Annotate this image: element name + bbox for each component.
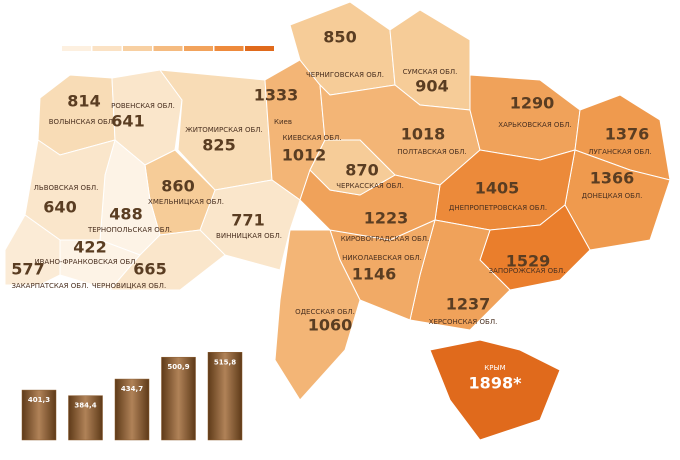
legend-swatch <box>184 46 213 51</box>
region <box>429 339 561 441</box>
region-name: ЧЕРНИГОВСКАЯ ОБЛ. <box>306 71 384 79</box>
region-value: 850 <box>323 28 356 47</box>
region-name: ТЕРНОПОЛЬСКАЯ ОБЛ. <box>87 226 172 234</box>
region-name: ДНЕПРОПЕТРОВСКАЯ ОБЛ. <box>449 204 547 212</box>
bar <box>21 389 57 441</box>
region-name: ЗАПОРОЖСКАЯ ОБЛ. <box>489 267 566 275</box>
region-value: 1018 <box>401 125 446 144</box>
region-value: 641 <box>111 112 144 131</box>
region-name: ПОЛТАВСКАЯ ОБЛ. <box>397 148 466 156</box>
legend-swatch <box>214 46 244 51</box>
region-name: Киев <box>274 118 292 126</box>
region-value: 1366 <box>590 169 635 188</box>
region-value: 488 <box>109 205 142 224</box>
region-value: 1333 <box>254 86 299 105</box>
region-name: СУМСКАЯ ОБЛ. <box>403 68 458 76</box>
region <box>309 139 396 196</box>
region-value: 1898* <box>469 374 523 393</box>
region-name: ЗАКАРПАТСКАЯ ОБЛ. <box>11 282 88 290</box>
region-name: ИВАНО-ФРАНКОВСКАЯ ОБЛ. <box>34 258 137 266</box>
region-name: ЧЕРНОВИЦКАЯ ОБЛ. <box>92 282 166 290</box>
region-name: КИЕВСКАЯ ОБЛ. <box>283 134 342 142</box>
region-name: ЛУГАНСКАЯ ОБЛ. <box>588 148 651 156</box>
region <box>469 74 581 161</box>
region-name: ЛЬВОВСКАЯ ОБЛ. <box>34 184 99 192</box>
bar-label: 384,4 <box>74 402 96 410</box>
region-name: КИРОВОГРАДСКАЯ ОБЛ. <box>341 235 430 243</box>
regions <box>4 1 671 441</box>
region-value: 814 <box>67 92 100 111</box>
region-value: 1376 <box>605 125 650 144</box>
labels: 814 ВОЛЫНСКАЯ ОБЛ.641 РОВЕНСКАЯ ОБЛ. 825 ЖИТ… <box>11 28 651 393</box>
region-value: 1060 <box>308 316 353 335</box>
region-value: 422 <box>73 238 106 257</box>
region-value: 1012 <box>282 146 327 165</box>
region-name: ОДЕССКАЯ ОБЛ. <box>295 308 355 316</box>
bar-label: 515,8 <box>214 358 236 366</box>
region <box>274 229 361 401</box>
region-name: ВИННИЦКАЯ ОБЛ. <box>216 232 282 240</box>
region-value: 904 <box>415 77 448 96</box>
region-name: ХМЕЛЬНИЦКАЯ ОБЛ. <box>148 198 224 206</box>
legend-swatch <box>245 46 274 51</box>
region-value: 870 <box>345 161 378 180</box>
bar-label: 434,7 <box>121 385 143 393</box>
region-value: 665 <box>133 260 166 279</box>
region-name: ХАРЬКОВСКАЯ ОБЛ. <box>498 121 571 129</box>
region-value: 577 <box>11 260 44 279</box>
region-name: ЧЕРКАССКАЯ ОБЛ. <box>336 182 404 190</box>
bar-label: 500,9 <box>167 363 189 371</box>
bar <box>161 356 196 441</box>
bar <box>68 395 103 441</box>
bar <box>114 378 150 441</box>
region-name: КРЫМ <box>484 364 505 372</box>
region-value: 1146 <box>352 265 397 284</box>
region <box>108 229 226 291</box>
region-value: 1290 <box>510 94 555 113</box>
legend-swatch <box>62 46 91 51</box>
region-name: НИКОЛАЕВСКАЯ ОБЛ. <box>342 254 422 262</box>
legend-swatch <box>123 46 152 51</box>
region-value: 771 <box>231 211 264 230</box>
bar-label: 401,3 <box>28 396 50 404</box>
region-name: РОВЕНСКАЯ ОБЛ. <box>111 102 175 110</box>
region-value: 825 <box>202 136 235 155</box>
region-name: ХЕРСОНСКАЯ ОБЛ. <box>429 318 498 326</box>
legend-swatch <box>153 46 183 51</box>
bar <box>207 352 243 441</box>
region-name: ЖИТОМИРСКАЯ ОБЛ. <box>185 126 263 134</box>
region-value: 640 <box>43 198 76 217</box>
legend-swatch <box>92 46 122 51</box>
region-value: 1237 <box>446 295 491 314</box>
region-value: 1529 <box>506 252 551 271</box>
region <box>4 214 61 286</box>
region-value: 1223 <box>364 209 409 228</box>
region-name: ВОЛЫНСКАЯ ОБЛ. <box>49 118 116 126</box>
region-value: 1405 <box>475 179 520 198</box>
region-name: ДОНЕЦКАЯ ОБЛ. <box>582 192 643 200</box>
region-value: 860 <box>161 177 194 196</box>
